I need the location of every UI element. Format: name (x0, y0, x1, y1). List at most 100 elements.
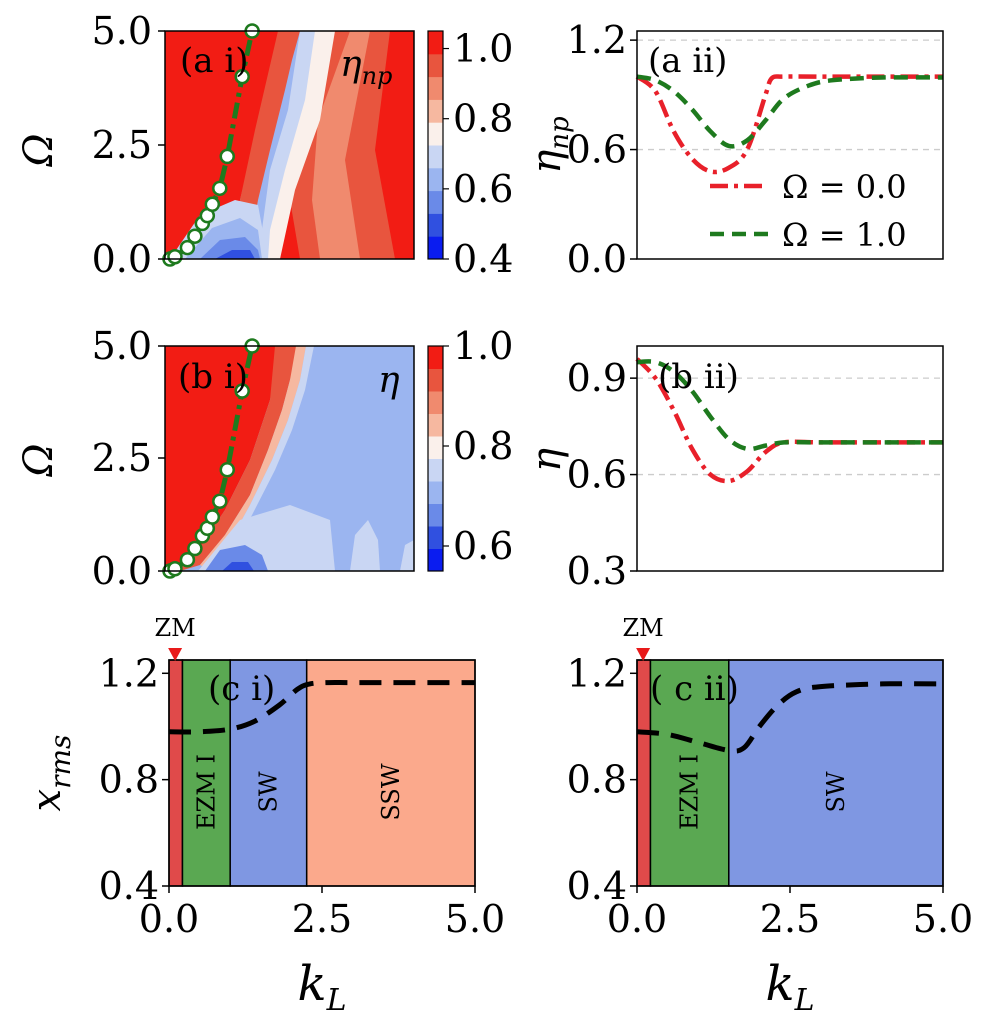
boundary-marker (234, 383, 250, 399)
xaxis-c-ii: 0.0 2.5 5.0 (607, 886, 973, 941)
zm-marker-c-ii: ZM (622, 614, 664, 661)
colorbar-segment (428, 458, 443, 482)
xtick-label: 5.0 (445, 897, 505, 941)
colorbar-segment (428, 31, 443, 55)
ytick-a-i-1: 2.5 (92, 123, 152, 167)
quantity-label-b-i: η (378, 360, 400, 401)
panel-label-c-i: (c i) (208, 669, 275, 709)
boundary-marker (234, 68, 250, 85)
ylabel-b-i: Ω (16, 443, 62, 477)
colorbar-tick-label: 0.6 (453, 167, 513, 211)
boundary-marker (212, 493, 228, 509)
colorbar-tick-label: 1.0 (453, 324, 513, 368)
colorbar-segment (428, 190, 443, 214)
gridlines-b-ii (637, 377, 943, 476)
series-b-ii-omega-0 (635, 357, 943, 484)
boundary-marker (179, 239, 196, 256)
regions-c-i: EZM I SW SSW (168, 659, 476, 887)
region-label: EZM I (192, 754, 220, 830)
colorbar-segment (428, 236, 443, 260)
panel-label-b-ii: (b ii) (658, 357, 739, 397)
boundary-marker (212, 180, 228, 197)
panel-b-ii: (b ii) 0.3 0.6 0.9 η (524, 345, 944, 593)
boundary-marker (167, 561, 183, 577)
xtick-label: 0.0 (607, 897, 667, 941)
axes-frame-b-ii (636, 345, 944, 572)
colorbar-tick-label: 0.4 (453, 237, 513, 281)
boundary-marker (187, 228, 203, 244)
heatmap-b-i-fill (165, 346, 414, 571)
regions-c-ii: EZM I SW (636, 659, 944, 887)
boundary-marker (219, 148, 235, 165)
legend: Ω = 0.0 Ω = 1.0 (710, 168, 907, 254)
heatmap-a-i-fill (165, 31, 414, 259)
panel-label-b-i: (b i) (178, 357, 248, 397)
ytick-label: 0.6 (567, 128, 627, 172)
region-label: SW (822, 771, 850, 812)
panel-c-i: EZM I SW SSW (c i) 0.4 0.8 1.2 0.0 2.5 5.0 xrm… (24, 614, 505, 1018)
colorbar-tick-label: 0.8 (453, 97, 513, 141)
ytick-a-i-2: 5.0 (92, 9, 152, 53)
colorbar-segment (428, 145, 443, 169)
xaxis-c-i: 0.0 2.5 5.0 (139, 886, 505, 941)
xlabel-c-i: kL (297, 956, 346, 1018)
xtick-label: 2.5 (760, 897, 820, 941)
xtick-label: 0.0 (139, 897, 199, 941)
ylabel-c-i: xrms (24, 735, 77, 812)
yaxis-c-i: 0.4 0.8 1.2 (99, 651, 169, 908)
ytick-b-i-0: 0.0 (92, 549, 152, 593)
region-label: EZM I (676, 754, 704, 830)
ytick-label: 0.0 (567, 237, 627, 281)
boundary-marker (219, 462, 235, 478)
colorbar-segment (428, 53, 443, 78)
zm-label: ZM (622, 614, 663, 642)
colorbar-segment (428, 413, 443, 437)
region-zm (168, 659, 184, 887)
colorbar-frame (427, 345, 444, 572)
region-zm (636, 659, 652, 887)
colorbar-segment (428, 526, 443, 549)
colorbar-segment (428, 99, 443, 123)
ytick-label: 1.2 (567, 18, 627, 62)
colorbar-tick-label: 0.8 (453, 424, 513, 468)
ylabel-a-ii: ηnp (524, 116, 575, 174)
ytick-label: 0.4 (567, 864, 627, 908)
series-c-i-xrms (168, 680, 475, 735)
ytick-b-i-1: 2.5 (92, 436, 152, 480)
yaxis-a-i: 0.0 2.5 5.0 Ω (16, 9, 165, 281)
ytick-label: 1.2 (99, 651, 159, 695)
series-a-ii-omega-0 (635, 74, 943, 175)
ytick-b-i-2: 5.0 (92, 324, 152, 368)
legend-label-omega-0: Ω = 0.0 (782, 168, 907, 206)
region-ssw (305, 659, 476, 887)
boundary-marker (179, 552, 196, 568)
ylabel-b-ii: η (524, 448, 570, 472)
panel-a-ii: (a ii) 0.0 0.6 1.2 ηnp Ω = 0.0 Ω = 1.0 (524, 18, 944, 281)
colorbar-segment (428, 481, 443, 504)
boundary-marker (187, 540, 203, 557)
boundary-markers-b-i (162, 338, 260, 579)
xtick-label: 2.5 (292, 897, 352, 941)
zm-triangle-icon (168, 648, 183, 661)
series-b-ii-omega-1 (636, 359, 943, 452)
panel-a-i: (a i) ηnp 0.0 2.5 5.0 Ω 0.40.60.81.0 (16, 9, 513, 281)
boundary-marker (167, 248, 183, 265)
ytick-a-i-0: 0.0 (92, 237, 152, 281)
region-ezm-i (649, 659, 730, 887)
colorbar-segment (428, 122, 443, 146)
zm-triangle-icon (636, 648, 651, 661)
colorbar-tick-label: 0.6 (453, 524, 513, 568)
panel-b-i: (b i) η 0.0 2.5 5.0 Ω 0.6 0.8 1.0 (16, 324, 513, 593)
yaxis-b-i: 0.0 2.5 5.0 Ω (16, 324, 165, 593)
colorbar-segment (428, 503, 443, 527)
series-a-ii-omega-1 (636, 74, 944, 149)
colorbar-tick-label: 1.0 (453, 27, 513, 71)
zm-label: ZM (154, 614, 195, 642)
ytick-label: 0.9 (567, 356, 627, 400)
ytick-label: 0.8 (99, 758, 159, 802)
gridlines-a-ii (637, 39, 943, 151)
yaxis-c-ii: 0.4 0.8 1.2 (567, 651, 637, 908)
colorbar-frame (427, 30, 444, 260)
ytick-label: 0.4 (99, 864, 159, 908)
panel-c-ii: EZM I SW ( c ii) 0.4 0.8 1.2 0.0 2.5 5.0 kL Z… (567, 614, 974, 1018)
